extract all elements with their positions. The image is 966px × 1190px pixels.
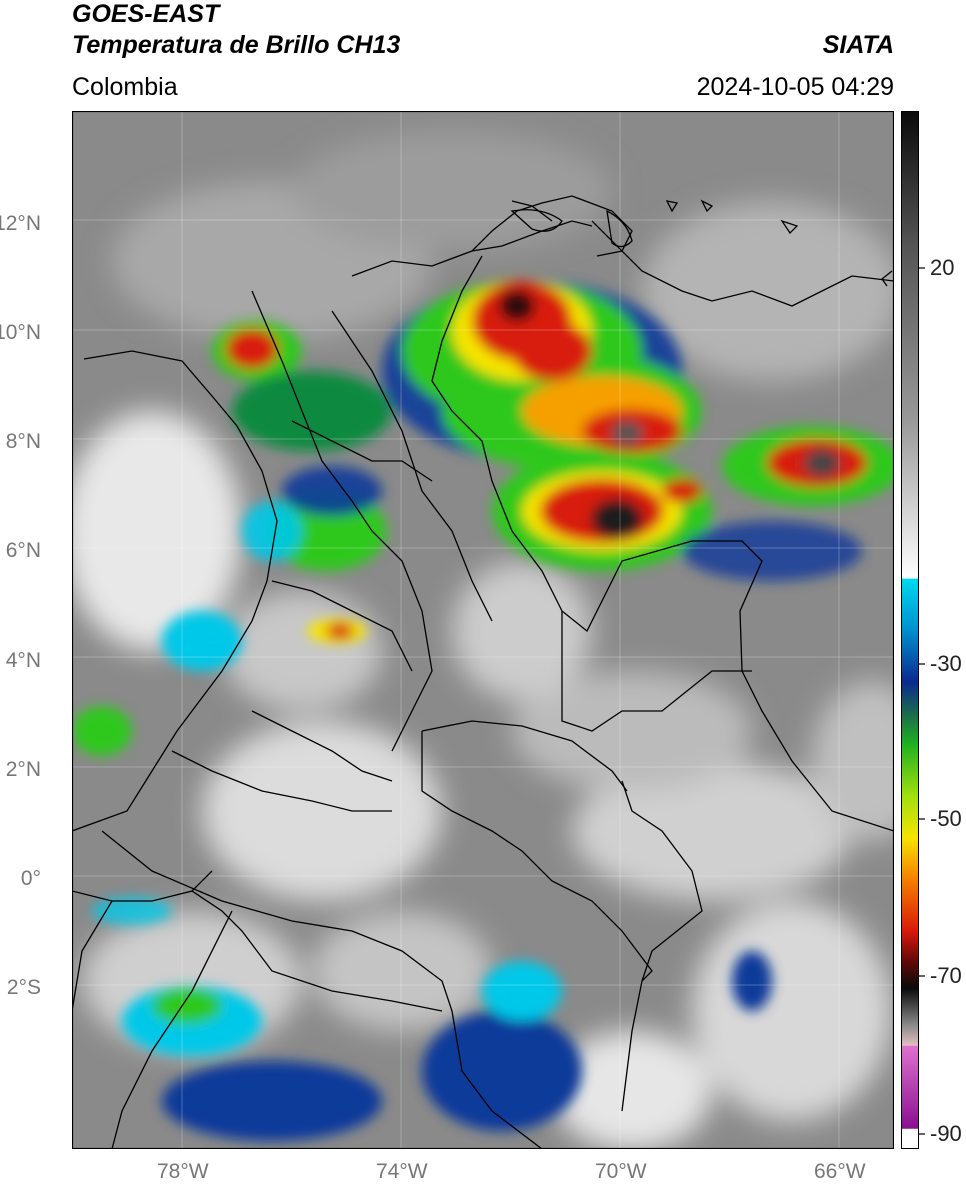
region-label: Colombia	[72, 73, 178, 101]
lon-label-70w: 70°W	[595, 1160, 647, 1183]
timestamp-label: 2024-10-05 04:29	[696, 73, 894, 101]
lat-label-0: 0°	[20, 867, 41, 890]
colorbar-tick-20: 20	[930, 255, 955, 280]
lat-label-2s: 2°S	[6, 976, 41, 999]
cold-cloud-tops	[72, 281, 894, 1141]
colorbar	[901, 111, 919, 1149]
lat-label-6n: 6°N	[5, 539, 41, 562]
colorbar-frame	[901, 111, 919, 1149]
gridlines	[72, 111, 894, 1149]
lat-label-8n: 8°N	[5, 430, 41, 453]
colorbar-tick-minus30: -30	[930, 651, 962, 676]
colorbar-gradient	[901, 111, 919, 1149]
colorbar-tick-minus50: -50	[930, 806, 962, 831]
lon-label-78w: 78°W	[157, 1160, 209, 1183]
agency-label: SIATA	[822, 31, 894, 59]
colorbar-tick-minus70: -70	[930, 963, 962, 988]
lat-label-12n: 12°N	[0, 212, 41, 235]
colorbar-ticks	[919, 267, 925, 1135]
satellite-title: GOES-EAST	[72, 0, 220, 28]
country-borders	[72, 195, 894, 1149]
lon-label-66w: 66°W	[814, 1160, 866, 1183]
satellite-map	[72, 111, 894, 1149]
product-title: Temperatura de Brillo CH13	[72, 31, 401, 59]
lat-label-10n: 10°N	[0, 321, 41, 344]
map-frame	[72, 111, 894, 1149]
lon-label-74w: 74°W	[376, 1160, 428, 1183]
colorbar-tick-minus90: -90	[930, 1121, 962, 1146]
lat-label-4n: 4°N	[5, 649, 41, 672]
lat-label-2n: 2°N	[5, 758, 41, 781]
